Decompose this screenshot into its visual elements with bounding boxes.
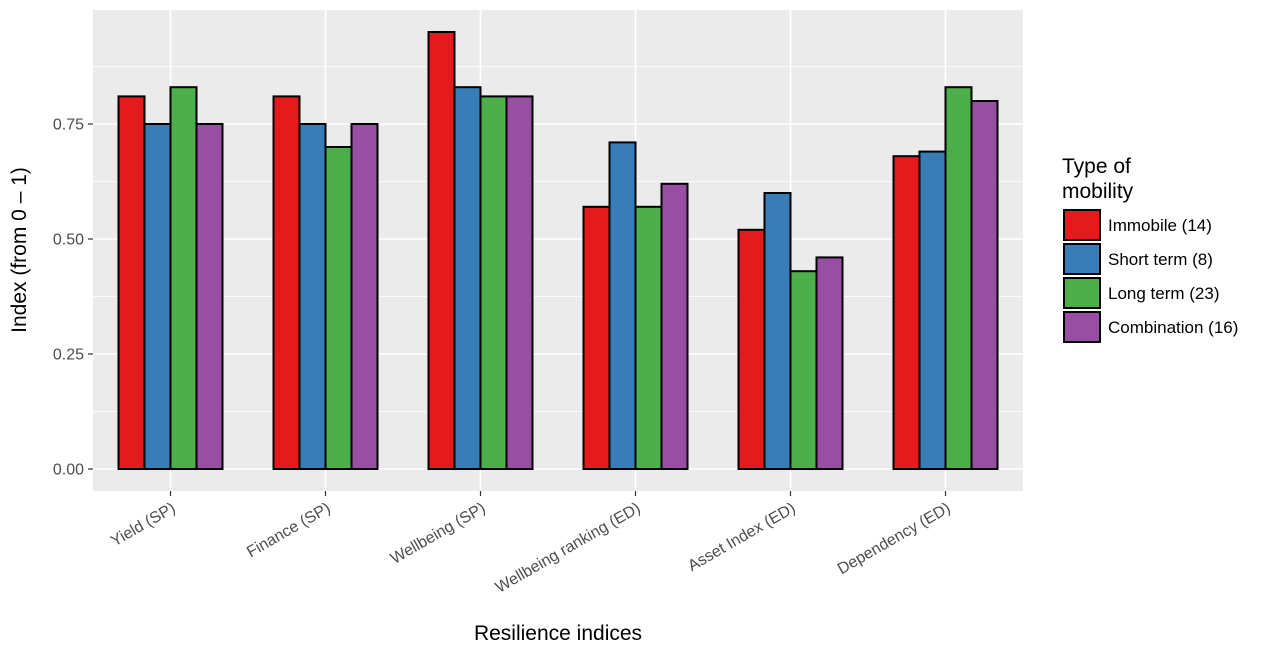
bar-immobile-6	[892, 155, 921, 470]
bar-short-5	[763, 192, 792, 470]
legend-label: Short term (8)	[1108, 250, 1213, 269]
y-tick-label: 0.25	[53, 347, 84, 364]
x-tick-label: Wellbeing (SP)	[388, 500, 489, 568]
legend-title-line-2: mobility	[1062, 180, 1134, 203]
bar-short-2	[298, 123, 327, 470]
bar-combination-5	[815, 256, 844, 470]
legend-title-line-1: Type of	[1062, 155, 1131, 178]
bar-combination-4	[660, 182, 689, 471]
bar-long-3	[479, 95, 508, 471]
x-tick-label: Dependency (ED)	[835, 500, 954, 578]
x-tick-label: Asset Index (ED)	[685, 500, 798, 575]
y-axis-title: Index (from 0 – 1)	[8, 167, 31, 333]
x-tick-label: Yield (SP)	[108, 500, 178, 550]
x-tick-label: Wellbeing ranking (ED)	[493, 500, 644, 597]
bar-long-2	[324, 146, 353, 470]
legend-key	[1063, 277, 1101, 309]
bar-combination-1	[195, 123, 224, 470]
bar-short-3	[453, 86, 482, 470]
bar-immobile-5	[737, 228, 766, 470]
legend-key	[1063, 209, 1101, 241]
bar-immobile-3	[427, 31, 456, 470]
legend-label: Long term (23)	[1108, 284, 1220, 303]
y-axis: 0.00 0.25 0.50 0.75	[53, 117, 93, 479]
bar-short-4	[608, 141, 637, 470]
legend-key	[1063, 311, 1101, 343]
bar-short-6	[918, 150, 947, 470]
bar-immobile-4	[582, 205, 611, 471]
x-axis: Yield (SP) Finance (SP) Wellbeing (SP) Well…	[108, 491, 954, 597]
bars	[117, 31, 999, 471]
x-tick-label: Finance (SP)	[244, 500, 333, 561]
y-tick-label: 0.75	[53, 117, 84, 134]
bar-long-6	[944, 86, 973, 470]
bar-immobile-2	[272, 95, 301, 471]
x-axis-title: Resilience indices	[474, 622, 642, 645]
bar-combination-2	[350, 123, 379, 470]
bar-long-4	[634, 205, 663, 471]
legend-label: Immobile (14)	[1108, 216, 1212, 235]
bar-long-1	[169, 86, 198, 470]
bar-combination-6	[970, 100, 999, 470]
bar-short-1	[143, 123, 172, 470]
plot-panel	[93, 10, 1023, 491]
y-tick-label: 0.00	[53, 462, 84, 479]
legend-label: Combination (16)	[1108, 318, 1238, 337]
bar-immobile-1	[117, 95, 146, 471]
bar-long-5	[789, 270, 818, 471]
bar-combination-3	[505, 95, 534, 471]
y-tick-label: 0.50	[53, 232, 84, 249]
legend-key	[1063, 243, 1101, 275]
legend: Type of mobility Immobile (14) Short term…	[1062, 155, 1238, 343]
